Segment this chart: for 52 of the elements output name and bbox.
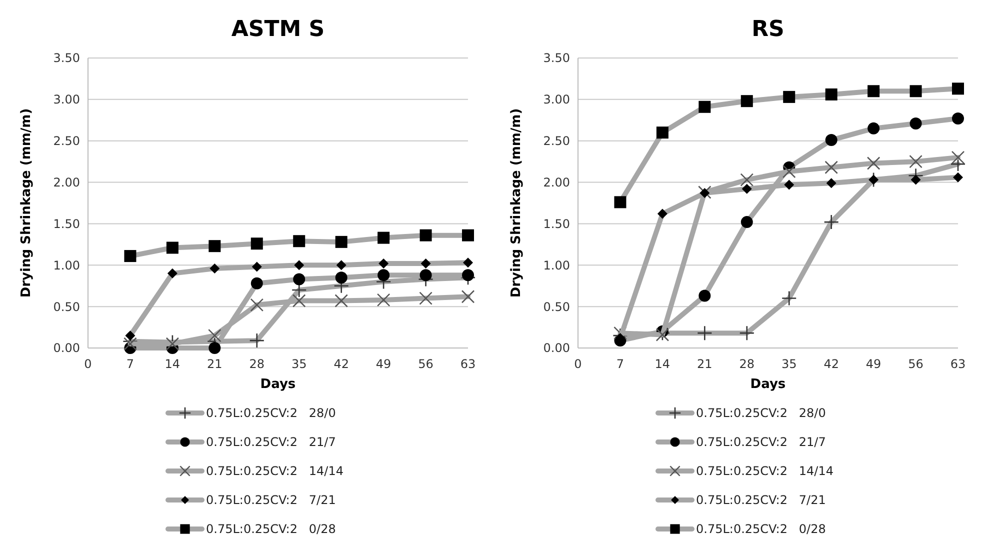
legend-label: 0.75L:0.25CV:2 14/14 — [206, 464, 344, 478]
x-axis-title: Days — [750, 377, 786, 392]
y-tick-label: 1.50 — [543, 216, 570, 231]
legend-label: 0.75L:0.25CV:2 21/7 — [206, 435, 336, 450]
x-tick-label: 35 — [781, 357, 797, 371]
y-tick-label: 0.50 — [543, 300, 570, 314]
x-tick-label: 63 — [460, 357, 476, 371]
x-tick-label: 7 — [616, 357, 624, 371]
x-tick-label: 7 — [126, 357, 134, 371]
y-tick-label: 0.00 — [53, 341, 80, 356]
legend-label: 0.75L:0.25CV:2 7/21 — [206, 493, 336, 508]
x-tick-label: 56 — [908, 357, 924, 371]
y-tick-label: 0.00 — [543, 341, 570, 356]
legend-label: 0.75L:0.25CV:2 14/14 — [696, 464, 834, 478]
x-tick-label: 0 — [574, 357, 582, 371]
legend-label: 0.75L:0.25CV:2 21/7 — [696, 435, 826, 450]
x-tick-label: 14 — [164, 357, 180, 371]
y-tick-label: 3.00 — [543, 92, 570, 107]
x-tick-label: 28 — [739, 357, 755, 371]
x-tick-label: 56 — [418, 357, 434, 371]
y-tick-label: 2.00 — [543, 175, 570, 190]
y-tick-label: 2.50 — [53, 134, 80, 148]
x-tick-label: 28 — [249, 357, 265, 371]
y-axis-title: Drying Shrinkage (mm/m) — [19, 108, 34, 298]
legend-label: 0.75L:0.25CV:2 28/0 — [696, 406, 826, 420]
legend-label: 0.75L:0.25CV:2 7/21 — [696, 493, 826, 508]
x-tick-label: 21 — [697, 357, 712, 371]
chart-title: RS — [752, 17, 784, 42]
y-tick-label: 3.50 — [543, 51, 570, 66]
y-tick-label: 2.00 — [53, 175, 80, 190]
x-axis-title: Days — [260, 377, 296, 392]
x-tick-label: 49 — [866, 357, 882, 371]
x-tick-label: 42 — [334, 357, 349, 371]
x-tick-label: 63 — [950, 357, 966, 371]
chart-title: ASTM S — [231, 17, 325, 42]
legend-label: 0.75L:0.25CV:2 0/28 — [696, 522, 826, 536]
x-tick-label: 14 — [654, 357, 670, 371]
x-tick-label: 42 — [824, 357, 839, 371]
x-tick-label: 35 — [291, 357, 307, 371]
y-tick-label: 0.50 — [53, 300, 80, 314]
x-tick-label: 21 — [207, 357, 222, 371]
y-tick-label: 1.50 — [53, 216, 80, 231]
y-tick-label: 1.00 — [53, 258, 80, 272]
legend-label: 0.75L:0.25CV:2 0/28 — [206, 522, 336, 536]
y-tick-label: 2.50 — [543, 134, 570, 148]
y-axis-title: Drying Shrinkage (mm/m) — [509, 108, 524, 298]
x-tick-label: 49 — [376, 357, 392, 371]
x-tick-label: 0 — [84, 357, 92, 371]
y-tick-label: 3.00 — [53, 92, 80, 107]
y-tick-label: 3.50 — [53, 51, 80, 66]
legend-label: 0.75L:0.25CV:2 28/0 — [206, 406, 336, 420]
y-tick-label: 1.00 — [543, 258, 570, 272]
